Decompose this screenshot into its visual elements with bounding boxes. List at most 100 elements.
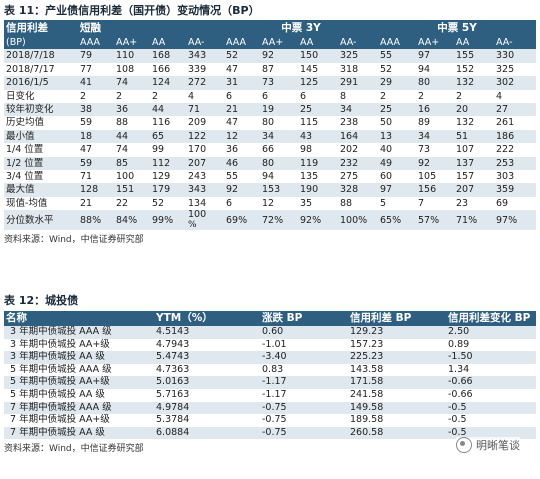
row-label: 7 年期中债城投 AA 级 — [4, 426, 154, 440]
table-cell: -0.5 — [446, 426, 536, 440]
table-cell: 225.23 — [348, 351, 446, 364]
table-cell: 7 — [416, 196, 455, 211]
table12: 名称 YTM（%） 涨跌 BP 信用利差 BP 信用利差变化 BP 3 年期中债城投 A… — [4, 311, 536, 440]
table-row: 2018/7/18 79 110 168 343 52 92 150 325 55 97 155 330 — [4, 49, 537, 63]
table-cell: 52 — [224, 49, 260, 63]
table-cell: 88% — [78, 210, 114, 231]
table-cell: 157 — [454, 170, 495, 184]
table-cell: 4.7943 — [154, 338, 260, 352]
table-cell: 98 — [298, 143, 338, 157]
table-cell-value: 100 — [188, 210, 207, 221]
row-label: 3 年期中债城投 AAA 级 — [4, 326, 154, 339]
table-cell: 302 — [494, 76, 537, 90]
table-cell: 100% — [186, 210, 224, 231]
table-row: 1/2 位置 59 85 112 207 46 80 119 232 49 92 137 253 — [4, 156, 537, 171]
table-cell: 359 — [494, 183, 537, 197]
table12-source: 资料来源：Wind，中信证券研究部 — [4, 444, 144, 455]
table-cell: 108 — [114, 62, 150, 77]
table-cell: 107 — [454, 143, 495, 157]
table-row: 3 年期中债城投 AA+级 4.7943 -1.01 157.23 0.89 — [4, 338, 536, 352]
table-row: 3 年期中债城投 AA 级 5.4743 -3.40 225.23 -1.50 — [4, 351, 536, 364]
table-cell: 122 — [186, 129, 224, 144]
table-cell: 35 — [298, 196, 338, 211]
table-row: 历史均值 59 88 116 209 47 80 115 238 50 89 132 261 — [4, 116, 537, 130]
table-cell: 151 — [114, 183, 150, 197]
table-cell: 168 — [150, 49, 186, 63]
table-cell: 31 — [224, 76, 260, 90]
table-cell: 2.50 — [446, 326, 536, 339]
table-cell: 80 — [260, 116, 298, 130]
sub-header-cell: AAA — [378, 36, 417, 50]
table-cell: -0.75 — [260, 426, 348, 440]
table-cell: 34 — [338, 103, 379, 117]
table-row: 7 年期中债城投 AA 级 6.0884 -0.75 260.58 -0.5 — [4, 426, 536, 440]
table-cell: 112 — [150, 156, 186, 171]
table-cell: -0.75 — [260, 414, 348, 427]
header-mtn-3y: 中票 3Y — [224, 20, 379, 36]
table-cell: 134 — [186, 196, 224, 211]
table11-title: 表 11：产业债信用利差（国开债）变动情况（BP） — [4, 4, 260, 17]
table-cell: 129 — [150, 170, 186, 184]
table-cell: 155 — [454, 49, 495, 63]
table-cell: 0.60 — [260, 326, 348, 339]
column-header: 信用利差变化 BP — [446, 311, 536, 326]
table-cell: 6.0884 — [154, 426, 260, 440]
row-label: 5 年期中债城投 AA+级 — [4, 376, 154, 389]
table-cell: 150 — [298, 49, 338, 63]
table-row: 3/4 位置 71 100 129 243 55 94 135 275 60 105 157 303 — [4, 170, 537, 184]
table-cell: 73 — [416, 143, 455, 157]
table-cell: -3.40 — [260, 351, 348, 364]
table-cell: 97 — [378, 183, 417, 197]
table-cell: 87 — [260, 62, 298, 77]
table-cell: 232 — [338, 156, 379, 171]
table-cell: -0.66 — [446, 376, 536, 389]
sub-header-cell: AA+ — [416, 36, 455, 50]
table-row: 分位数水平 88% 84% 99% 100% 69% 72% 92% 100% 65% 57% 71%… — [4, 210, 537, 231]
table-cell: 16 — [416, 103, 455, 117]
table-cell: 170 — [186, 143, 224, 157]
table-cell: 241.58 — [348, 388, 446, 402]
table-cell: 4 — [186, 89, 224, 104]
table-cell: 2 — [378, 89, 417, 104]
table-cell: 99% — [150, 210, 186, 231]
table-cell: 153 — [260, 183, 298, 197]
table-cell: 66 — [260, 143, 298, 157]
row-label: 3 年期中债城投 AA+级 — [4, 338, 154, 352]
table-row: 2016/1/5 41 74 124 272 31 73 125 291 29 80 132 302 — [4, 76, 537, 90]
row-label: 历史均值 — [4, 116, 78, 130]
table-cell: 238 — [338, 116, 379, 130]
table-cell: 12 — [224, 129, 260, 144]
table-cell: 5 — [378, 196, 417, 211]
table-cell: 303 — [494, 170, 537, 184]
header-mtn-5y: 中票 5Y — [378, 20, 537, 36]
table-cell: 79 — [78, 49, 114, 63]
table-cell: 325 — [494, 62, 537, 77]
table-row: 最小值 18 44 65 122 12 34 43 164 13 34 51 186 — [4, 129, 537, 144]
table-cell: 2 — [416, 89, 455, 104]
table-cell: 186 — [494, 129, 537, 144]
row-label: 最大值 — [4, 183, 78, 197]
table12-body: 3 年期中债城投 AAA 级 4.5143 0.60 129.23 2.50 3 年期中债… — [4, 326, 536, 440]
table-cell: 5.0163 — [154, 376, 260, 389]
table-cell: 343 — [186, 183, 224, 197]
table-cell: 52 — [150, 196, 186, 211]
table-cell: 57% — [416, 210, 455, 231]
table-cell: 97 — [416, 49, 455, 63]
sub-header-cell: AA+ — [114, 36, 150, 50]
table-cell: 207 — [186, 156, 224, 171]
watermark-text: 明晰笔谈 — [476, 439, 520, 452]
row-label: 2016/1/5 — [4, 76, 78, 90]
watermark: 明晰笔谈 — [456, 437, 520, 453]
table-cell: 13 — [378, 129, 417, 144]
table12-header: 名称 YTM（%） 涨跌 BP 信用利差 BP 信用利差变化 BP — [4, 311, 536, 326]
column-header: 名称 — [4, 311, 154, 326]
table-cell: 243 — [186, 170, 224, 184]
table-cell: 2 — [150, 89, 186, 104]
table-row: 7 年期中债城投 AA+级 5.3784 -0.75 189.58 -0.5 — [4, 414, 536, 427]
table-cell: 73 — [260, 76, 298, 90]
table-cell: 105 — [416, 170, 455, 184]
table11-group-header: 信用利差 短融 中票 3Y 中票 5Y — [4, 20, 537, 36]
table-cell: 65% — [378, 210, 417, 231]
table-cell: 4.9784 — [154, 401, 260, 415]
column-header: YTM（%） — [154, 311, 260, 326]
